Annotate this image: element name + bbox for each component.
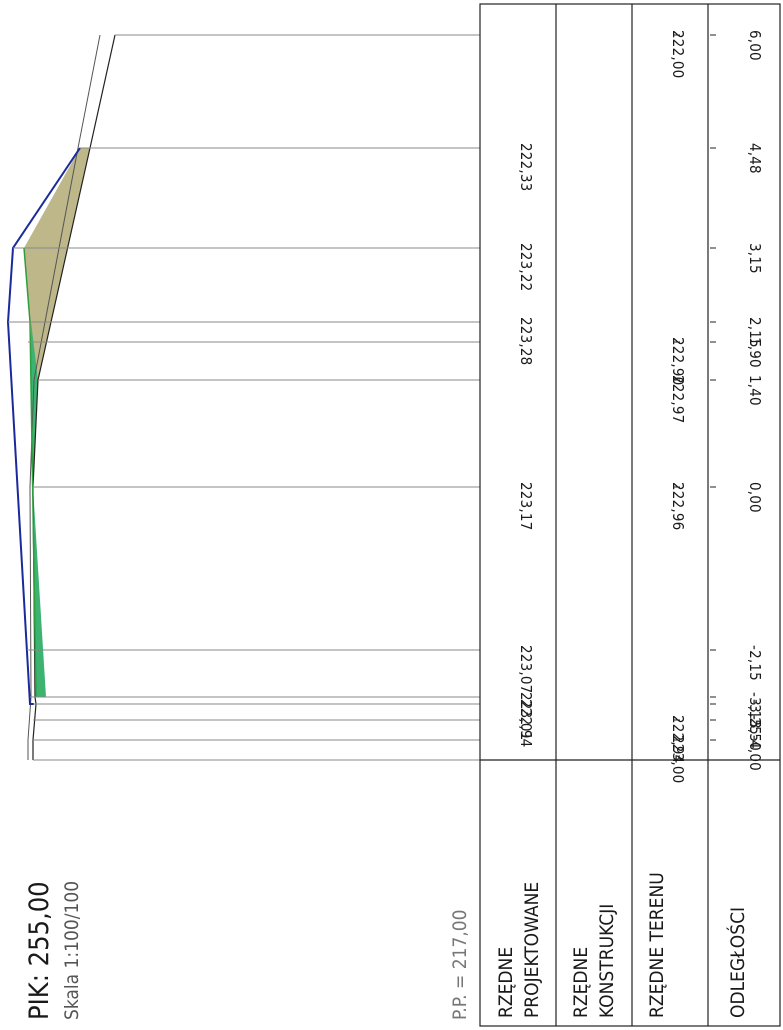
row-headers: RZĘDNE PROJEKTOWANE RZĘDNE KONSTRUKCJI R… <box>495 872 749 1018</box>
row-header-design-line2: PROJEKTOWANE <box>521 882 543 1018</box>
station-lines <box>8 34 480 761</box>
terrain-elevation-value: 223,00 <box>669 735 687 783</box>
terrain-line-secondary <box>27 34 101 760</box>
reference-level-label: P.P. = 217,00 <box>449 909 471 1020</box>
design-elevation-value: 223,07 <box>517 645 535 693</box>
design-elevation-value: 223,01 <box>517 692 535 740</box>
scale-label: Skala 1:100/100 <box>61 881 83 1020</box>
picket-label: PIK: 255,00 <box>24 881 55 1020</box>
distance-value: -4,00 <box>746 735 764 771</box>
distance-value: -2,15 <box>746 645 764 681</box>
terrain-elevation-value: 222,94 <box>669 715 687 763</box>
distance-value: -3,50 <box>746 715 764 751</box>
distance-value: -3,25 <box>746 699 764 735</box>
terrain-elevation-value: 222,97 <box>669 375 687 423</box>
terrain-elevation-value: 222,96 <box>669 482 687 530</box>
terrain-elevation-value: 222,00 <box>669 30 687 78</box>
profile <box>6 34 116 760</box>
distance-value: 3,15 <box>746 243 764 274</box>
design-elevation-value: 222,94 <box>517 699 535 747</box>
distance-value: -3,15 <box>746 692 764 728</box>
title-block: PIK: 255,00 Skala 1:100/100 P.P. = 217,0… <box>24 881 471 1020</box>
station-values: 222,00 6,00 222,33 4,48 223,22 3,15 223,28 2,15… <box>517 30 764 783</box>
table-frame <box>479 3 781 1027</box>
distance-value: 4,48 <box>746 143 764 174</box>
design-elevation-value: 223,17 <box>517 482 535 530</box>
row-header-construction-line2: KONSTRUKCJI <box>596 904 618 1018</box>
row-header-terrain: RZĘDNE TERENU <box>646 872 668 1018</box>
terrain-line <box>32 34 116 760</box>
distance-value: 1,40 <box>746 375 764 406</box>
row-header-construction-line1: RZĘDNE <box>570 947 592 1018</box>
distance-value: 1,90 <box>746 337 764 368</box>
distance-value: 2,15 <box>746 317 764 348</box>
distance-value: 6,00 <box>746 30 764 61</box>
terrain-elevation-value: 222,90 <box>669 337 687 385</box>
distance-value: 0,00 <box>746 482 764 513</box>
data-table <box>479 3 781 1027</box>
design-elevation-value: 222,33 <box>517 143 535 191</box>
row-header-design-line1: RZĘDNE <box>495 947 517 1018</box>
design-elevation-value: 223,22 <box>517 243 535 291</box>
row-header-distances: ODLEGŁOŚCI <box>725 907 749 1018</box>
design-elevation-value: 223,28 <box>517 317 535 365</box>
